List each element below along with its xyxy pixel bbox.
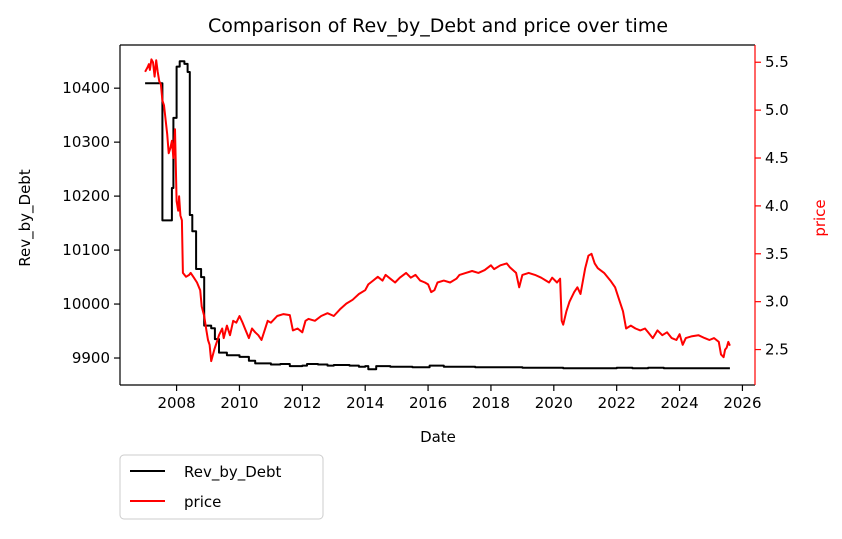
- y-axis-title-left: Rev_by_Debt: [16, 169, 35, 267]
- x-axis-title: Date: [420, 428, 456, 446]
- y-tick-label-right: 2.5: [765, 341, 789, 359]
- y-tick-label-right: 4.0: [765, 197, 789, 215]
- x-tick-label: 2012: [283, 394, 321, 412]
- y-tick-label-left: 10400: [62, 79, 110, 97]
- x-tick-label: 2016: [409, 394, 447, 412]
- y-tick-label-left: 9900: [72, 349, 110, 367]
- y-tick-label-right: 5.0: [765, 101, 789, 119]
- x-tick-label: 2020: [535, 394, 573, 412]
- series-line-price: [144, 58, 731, 363]
- plot-area: [144, 58, 731, 371]
- x-tick-label: 2026: [723, 394, 761, 412]
- x-tick-label: 2024: [660, 394, 698, 412]
- axes: 2008 2010 2012 2014 2016 2018 2020 2022 2024 2026…: [62, 44, 789, 412]
- legend-frame: [119, 454, 324, 520]
- y-axis-title-right: price: [811, 199, 829, 236]
- x-tick-label: 2018: [472, 394, 510, 412]
- x-tick-label: 2022: [598, 394, 636, 412]
- series-line-rev-by-debt: [145, 60, 730, 371]
- chart-title: Comparison of Rev_by_Debt and price over…: [208, 15, 668, 37]
- y-tick-label-left: 10100: [62, 241, 110, 259]
- legend-label-price: price: [184, 493, 221, 511]
- y-tick-label-right: 3.5: [765, 245, 789, 263]
- legend: Rev_by_Debt price: [119, 454, 324, 520]
- y-tick-label-left: 10000: [62, 295, 110, 313]
- y-tick-label-left: 10200: [62, 187, 110, 205]
- y-tick-label-right: 5.5: [765, 53, 789, 71]
- x-tick-label: 2014: [346, 394, 384, 412]
- y-tick-label-right: 4.5: [765, 149, 789, 167]
- x-tick-label: 2010: [220, 394, 258, 412]
- x-tick-label: 2008: [157, 394, 195, 412]
- y-tick-label-left: 10300: [62, 133, 110, 151]
- y-tick-label-right: 3.0: [765, 293, 789, 311]
- legend-label-rev-by-debt: Rev_by_Debt: [184, 463, 282, 482]
